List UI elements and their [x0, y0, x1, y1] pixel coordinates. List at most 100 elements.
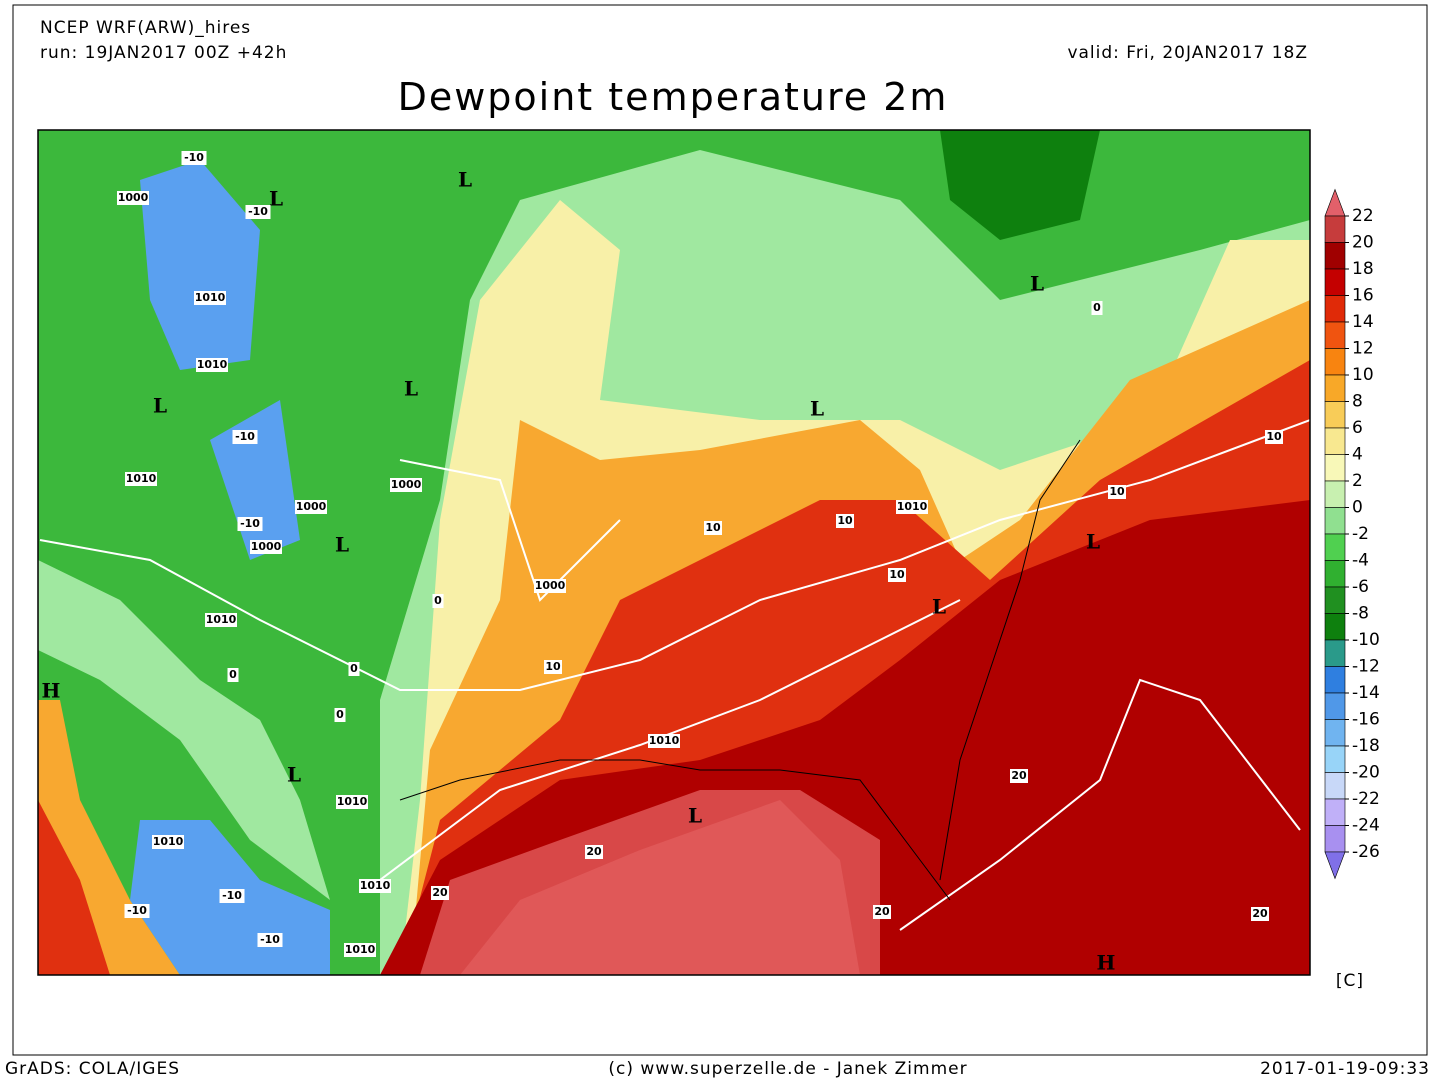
colorbar-label: -22	[1352, 789, 1380, 809]
contour-label: -10	[248, 205, 268, 218]
colorbar-box	[1324, 666, 1346, 694]
label-background	[117, 191, 149, 205]
colorbar-label: -2	[1352, 524, 1369, 544]
frame	[12, 4, 1428, 1056]
contour-label: 10	[1109, 485, 1125, 498]
label-background	[873, 905, 891, 919]
colorbar-cap	[1324, 851, 1346, 880]
colorbar-box	[1324, 295, 1346, 323]
label-background	[359, 879, 391, 893]
label-background	[219, 889, 245, 903]
region	[940, 130, 1100, 240]
colorbar-box	[1324, 560, 1346, 588]
label-background	[227, 668, 239, 682]
label-background	[1091, 301, 1103, 315]
contour-label: 10	[837, 514, 853, 527]
colorbar-label: 14	[1352, 312, 1374, 332]
map-border	[37, 129, 1311, 976]
contour-label: 20	[586, 845, 602, 858]
isobar	[399, 459, 621, 602]
pressure-center: L	[287, 763, 301, 787]
pressure-center: L	[688, 804, 702, 828]
colorbar-cap	[1324, 188, 1346, 217]
colorbar-box	[1324, 692, 1346, 720]
colorbar-box	[1324, 480, 1346, 508]
contour-label: 1010	[206, 613, 237, 626]
run-info: run: 19JAN2017 00Z +42h	[40, 43, 287, 63]
footer-right: 2017-01-19-09:33	[1260, 1059, 1430, 1079]
contour-label: 20	[1011, 769, 1027, 782]
valid-time: valid: Fri, 20JAN2017 18Z	[1067, 43, 1308, 63]
label-background	[648, 734, 680, 748]
contour-label: 20	[432, 886, 448, 899]
label-background	[534, 579, 566, 593]
colorbar-box	[1324, 772, 1346, 800]
colorbar-label: -6	[1352, 577, 1369, 597]
pressure-center: L	[404, 377, 418, 401]
colorbar-label: -4	[1352, 551, 1369, 571]
contour-label: 1010	[337, 795, 368, 808]
label-background	[257, 933, 283, 947]
label-background	[232, 430, 258, 444]
label-background	[348, 662, 360, 676]
colorbar-label: 20	[1352, 233, 1374, 253]
label-background	[125, 472, 157, 486]
pressure-center: L	[458, 168, 472, 192]
label-background	[431, 886, 449, 900]
contour-label: 10	[545, 660, 561, 673]
colorbar-box	[1324, 401, 1346, 429]
colorbar-label: -18	[1352, 736, 1380, 756]
contour-label: 0	[229, 668, 237, 681]
pressure-center: L	[269, 187, 283, 211]
isobar	[39, 419, 1310, 691]
contour-label: 1010	[195, 291, 226, 304]
label-background	[124, 904, 150, 918]
contour-label: -10	[260, 933, 280, 946]
label-background	[888, 568, 906, 582]
label-background	[1010, 769, 1028, 783]
colorbar-label: -12	[1352, 657, 1380, 677]
region	[38, 800, 110, 975]
contour-label: 1000	[118, 191, 149, 204]
footer-center: (c) www.superzelle.de - Janek Zimmer	[608, 1059, 967, 1079]
colorbar-label: 2	[1352, 471, 1363, 491]
contour-label: 1010	[197, 358, 228, 371]
map: LLLLLLLLLLLHH100010001000100010001010101…	[38, 130, 1310, 975]
label-background	[585, 845, 603, 859]
pressure-center: L	[153, 394, 167, 418]
model-name: NCEP WRF(ARW)_hires	[40, 18, 251, 38]
colorbar-label: 4	[1352, 445, 1363, 465]
contour-label: 1010	[649, 734, 680, 747]
coastline	[939, 439, 1081, 881]
contour-label: 10	[1266, 430, 1282, 443]
colorbar-box	[1324, 321, 1346, 349]
colorbar-box	[1324, 639, 1346, 667]
colorbar-box	[1324, 242, 1346, 270]
colorbar-box	[1324, 719, 1346, 747]
colorbar-label: 10	[1352, 365, 1374, 385]
colorbar-box	[1324, 825, 1346, 853]
label-background	[196, 358, 228, 372]
colorbar-label: -26	[1352, 842, 1380, 862]
colorbar-label: -8	[1352, 604, 1369, 624]
contour-label: 1010	[126, 472, 157, 485]
colorbar-label: 12	[1352, 339, 1374, 359]
label-background	[390, 478, 422, 492]
gulf	[460, 800, 860, 975]
coastline	[399, 759, 951, 901]
label-background	[544, 660, 562, 674]
label-background	[336, 795, 368, 809]
colorbar: 2220181614121086420-2-4-6-8-10-12-14-16-…	[1324, 188, 1380, 880]
colorbar-box	[1324, 348, 1346, 376]
label-background	[250, 540, 282, 554]
colorbar-label: 8	[1352, 392, 1363, 412]
contour-label: 1010	[153, 835, 184, 848]
pressure-center: L	[1086, 530, 1100, 554]
colorbar-label: 22	[1352, 206, 1374, 226]
colorbar-label: 18	[1352, 259, 1374, 279]
colorbar-box	[1324, 374, 1346, 402]
contour-label: 1000	[535, 579, 566, 592]
colorbar-box	[1324, 268, 1346, 296]
colorbar-box	[1324, 454, 1346, 482]
contour-label: 0	[1093, 301, 1101, 314]
